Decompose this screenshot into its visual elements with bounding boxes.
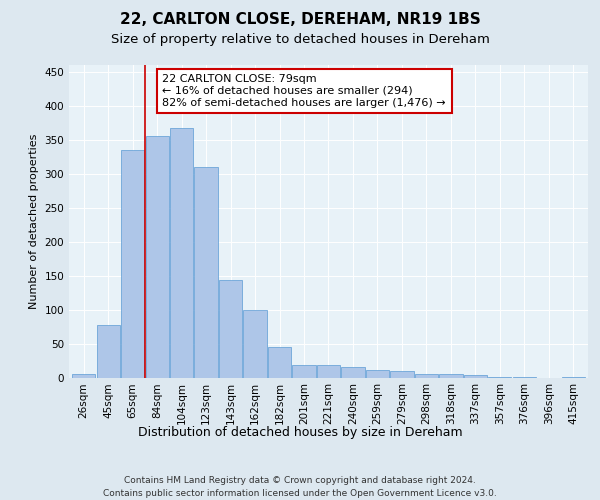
Bar — [415, 374, 438, 378]
Bar — [439, 374, 463, 378]
Bar — [146, 136, 169, 378]
Text: 22 CARLTON CLOSE: 79sqm
← 16% of detached houses are smaller (294)
82% of semi-d: 22 CARLTON CLOSE: 79sqm ← 16% of detache… — [163, 74, 446, 108]
Bar — [488, 377, 511, 378]
Bar — [219, 280, 242, 378]
Bar — [562, 377, 585, 378]
Bar — [194, 167, 218, 378]
Bar — [268, 347, 291, 378]
Bar — [464, 376, 487, 378]
Bar — [391, 370, 413, 378]
Bar — [97, 325, 120, 378]
Bar — [317, 366, 340, 378]
Bar — [244, 310, 266, 378]
Text: Distribution of detached houses by size in Dereham: Distribution of detached houses by size … — [137, 426, 463, 439]
Bar — [292, 364, 316, 378]
Bar — [341, 368, 365, 378]
Bar — [366, 370, 389, 378]
Text: Size of property relative to detached houses in Dereham: Size of property relative to detached ho… — [110, 32, 490, 46]
Bar — [121, 150, 144, 378]
Y-axis label: Number of detached properties: Number of detached properties — [29, 134, 39, 309]
Bar — [72, 374, 95, 378]
Text: 22, CARLTON CLOSE, DEREHAM, NR19 1BS: 22, CARLTON CLOSE, DEREHAM, NR19 1BS — [119, 12, 481, 28]
Bar — [513, 377, 536, 378]
Bar — [170, 128, 193, 378]
Text: Contains HM Land Registry data © Crown copyright and database right 2024.
Contai: Contains HM Land Registry data © Crown c… — [103, 476, 497, 498]
